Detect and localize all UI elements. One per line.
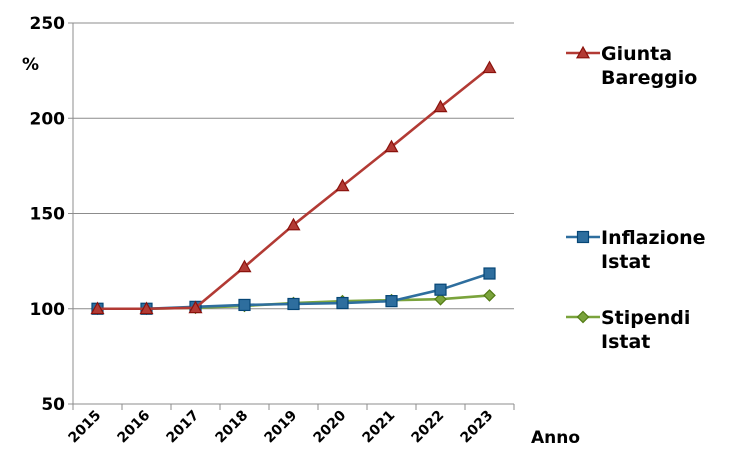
legend: GiuntaBareggioInflazioneIstatStipendiIst… — [566, 43, 706, 353]
x-tick-label: 2021 — [359, 408, 398, 447]
data-point — [335, 178, 350, 192]
data-point — [384, 139, 399, 153]
data-point — [188, 300, 203, 314]
grid-layer — [73, 22, 514, 310]
x-tick-label: 2017 — [163, 408, 202, 447]
x-tick-label: 2019 — [261, 408, 300, 447]
x-tick-label: 2016 — [114, 408, 153, 447]
series-layer — [90, 60, 497, 316]
data-point — [483, 289, 496, 302]
y-axis-title: % — [22, 55, 39, 75]
data-point — [237, 259, 252, 273]
series-line — [97, 66, 491, 311]
legend-label: Giunta — [601, 43, 672, 65]
data-point — [139, 301, 154, 315]
y-tick-label: 50 — [41, 395, 65, 415]
data-point — [238, 298, 251, 312]
data-point — [433, 99, 448, 113]
data-point-legend — [576, 230, 590, 244]
series-1 — [91, 267, 496, 315]
data-point-legend — [575, 45, 591, 59]
legend-label: Stipendi — [601, 307, 690, 329]
data-point — [434, 283, 447, 296]
x-tick-label: 2015 — [65, 408, 104, 447]
data-point — [287, 297, 300, 311]
series-0 — [90, 60, 497, 315]
legend-label: Inflazione — [601, 227, 706, 249]
data-point — [336, 296, 349, 310]
y-tick-label: 100 — [30, 300, 66, 320]
data-point — [483, 267, 496, 280]
y-tick-label: 200 — [30, 109, 66, 129]
legend-label: Istat — [601, 331, 650, 353]
data-point — [482, 60, 497, 74]
axis-layer: % Anno 50 100 150 200 250 2015 2016 2017 2018 201… — [22, 14, 580, 448]
data-point — [434, 292, 447, 306]
x-tick-label: 2018 — [212, 408, 251, 447]
legend-label: Istat — [601, 251, 650, 273]
data-point-legend — [576, 310, 590, 324]
legend-label: Bareggio — [601, 67, 697, 89]
data-point — [385, 295, 398, 308]
x-tick-label: 2022 — [408, 408, 447, 447]
x-tick-label: 2020 — [310, 407, 349, 446]
x-tick-label: 2023 — [457, 408, 496, 447]
y-tick-label: 250 — [30, 14, 66, 34]
y-tick-label: 150 — [30, 205, 66, 225]
x-axis-title: Anno — [531, 428, 580, 448]
data-point — [286, 217, 301, 231]
data-point — [90, 301, 105, 315]
